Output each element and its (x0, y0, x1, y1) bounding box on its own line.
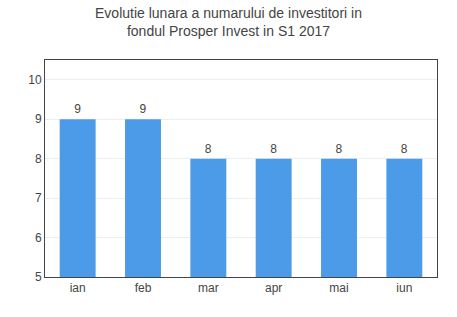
svg-text:9: 9 (140, 102, 147, 116)
svg-text:9: 9 (74, 102, 81, 116)
svg-text:7: 7 (35, 191, 42, 205)
svg-text:10: 10 (28, 73, 42, 87)
svg-text:9: 9 (35, 112, 42, 126)
svg-text:5: 5 (35, 270, 42, 284)
svg-text:Evolutie lunara a numarului de: Evolutie lunara a numarului de investito… (95, 5, 362, 39)
svg-text:8: 8 (270, 142, 277, 156)
svg-text:8: 8 (205, 142, 212, 156)
svg-text:mar: mar (198, 281, 219, 295)
svg-text:mai: mai (329, 281, 348, 295)
svg-text:feb: feb (135, 281, 152, 295)
svg-text:ian: ian (70, 281, 86, 295)
svg-text:8: 8 (336, 142, 343, 156)
svg-text:6: 6 (35, 231, 42, 245)
svg-text:8: 8 (401, 142, 408, 156)
svg-text:apr: apr (265, 281, 282, 295)
svg-text:8: 8 (35, 152, 42, 166)
svg-text:iun: iun (396, 281, 412, 295)
